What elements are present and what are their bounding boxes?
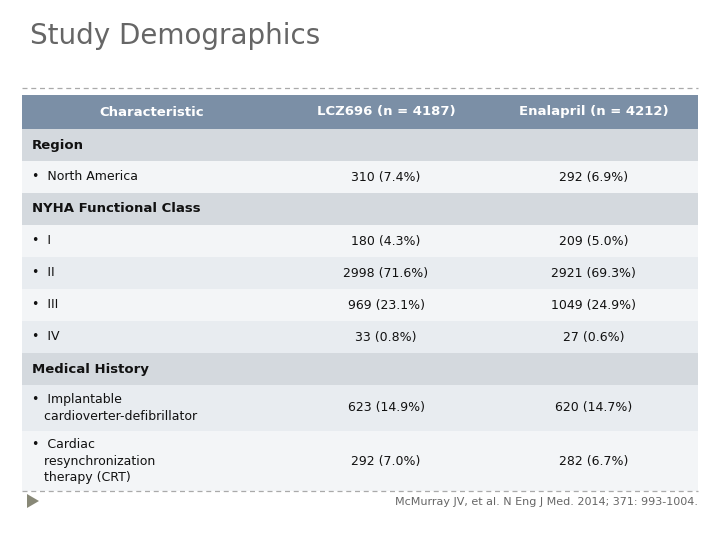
Bar xyxy=(22,353,698,385)
Text: NYHA Functional Class: NYHA Functional Class xyxy=(32,202,201,215)
Text: •  III: • III xyxy=(32,299,58,312)
Text: McMurray JV, et al. N Eng J Med. 2014; 371: 993-1004.: McMurray JV, et al. N Eng J Med. 2014; 3… xyxy=(395,497,698,507)
Text: •  Cardiac
   resynchronization
   therapy (CRT): • Cardiac resynchronization therapy (CRT… xyxy=(32,438,156,484)
Text: 282 (6.7%): 282 (6.7%) xyxy=(559,455,629,468)
Text: •  II: • II xyxy=(32,267,55,280)
Bar xyxy=(22,321,698,353)
Text: •  I: • I xyxy=(32,234,51,247)
Text: 969 (23.1%): 969 (23.1%) xyxy=(348,299,425,312)
Text: 310 (7.4%): 310 (7.4%) xyxy=(351,171,420,184)
Bar xyxy=(22,193,698,225)
Text: LCZ696 (n = 4187): LCZ696 (n = 4187) xyxy=(317,105,455,118)
Bar xyxy=(22,161,698,193)
Text: 292 (6.9%): 292 (6.9%) xyxy=(559,171,629,184)
Bar xyxy=(22,95,698,129)
Text: 623 (14.9%): 623 (14.9%) xyxy=(348,402,425,415)
Text: 2998 (71.6%): 2998 (71.6%) xyxy=(343,267,428,280)
Text: Region: Region xyxy=(32,138,84,152)
Bar xyxy=(22,225,698,257)
Text: •  Implantable
   cardioverter-defibrillator: • Implantable cardioverter-defibrillator xyxy=(32,393,197,423)
Text: •  IV: • IV xyxy=(32,330,60,343)
Bar xyxy=(22,289,698,321)
Text: Medical History: Medical History xyxy=(32,362,149,375)
Text: 209 (5.0%): 209 (5.0%) xyxy=(559,234,629,247)
Text: 620 (14.7%): 620 (14.7%) xyxy=(555,402,633,415)
Text: 33 (0.8%): 33 (0.8%) xyxy=(355,330,417,343)
Text: 180 (4.3%): 180 (4.3%) xyxy=(351,234,420,247)
Bar xyxy=(22,385,698,431)
Text: •  North America: • North America xyxy=(32,171,138,184)
Bar xyxy=(22,257,698,289)
Bar xyxy=(22,431,698,491)
Text: Enalapril (n = 4212): Enalapril (n = 4212) xyxy=(519,105,669,118)
Text: Study Demographics: Study Demographics xyxy=(30,22,320,50)
Text: 1049 (24.9%): 1049 (24.9%) xyxy=(552,299,636,312)
Bar xyxy=(22,129,698,161)
Text: 2921 (69.3%): 2921 (69.3%) xyxy=(552,267,636,280)
Text: 27 (0.6%): 27 (0.6%) xyxy=(563,330,625,343)
Text: Characteristic: Characteristic xyxy=(100,105,204,118)
Polygon shape xyxy=(27,494,39,508)
Text: 292 (7.0%): 292 (7.0%) xyxy=(351,455,420,468)
